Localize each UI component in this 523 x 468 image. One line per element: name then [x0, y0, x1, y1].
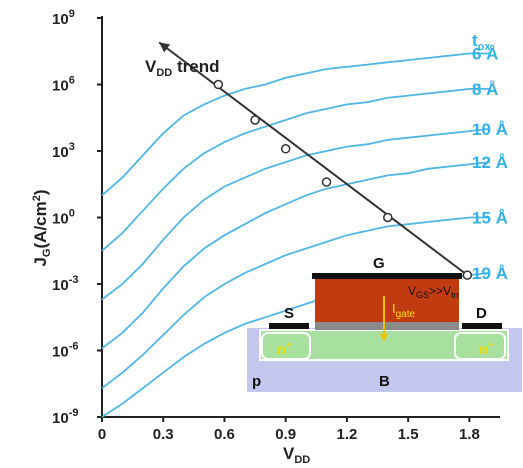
trend-line — [158, 41, 468, 276]
trend-point — [250, 115, 260, 125]
trend-point — [213, 79, 224, 90]
y-axis-title: JG(A/cm2) — [31, 189, 53, 266]
series-line — [101, 216, 490, 389]
vdd-trend: VDD trend — [145, 41, 473, 280]
x-axis-title: VDD — [283, 444, 310, 466]
trend-point — [382, 212, 393, 223]
series-label: 15 Å — [472, 209, 508, 228]
series-line — [101, 127, 490, 301]
drain-doping-label: n+ — [479, 340, 494, 358]
y-tick-label: 100 — [52, 208, 75, 228]
gate-oxide — [315, 321, 459, 330]
gate-current-arrowhead — [380, 334, 388, 342]
substrate-label: p — [252, 373, 261, 390]
series-label: 19 Å — [472, 264, 508, 283]
y-tick-label: 10-6 — [52, 341, 78, 361]
x-tick-label: 1.2 — [336, 426, 357, 443]
x-tick-label: 0.6 — [214, 426, 235, 443]
drain-diffusion — [454, 332, 506, 360]
x-tick-label: 0.9 — [275, 426, 296, 443]
drain-label: D — [476, 305, 487, 322]
x-tick-group: 0 0.3 0.6 0.9 1.2 1.5 1.8 — [98, 417, 480, 443]
bias-condition-label: VGS>>Vtn — [408, 284, 459, 300]
series-line — [101, 161, 490, 350]
series-line — [101, 88, 490, 252]
series-label: 8 Å — [472, 80, 498, 99]
trend-point — [462, 270, 473, 280]
gate-label: G — [373, 255, 385, 272]
trend-label: VDD trend — [145, 57, 219, 79]
series-labels: 6 Å 8 Å 10 Å 12 Å 15 Å 19 Å — [472, 44, 508, 282]
x-tick-label: 0 — [98, 426, 106, 443]
source-label: S — [284, 305, 294, 322]
gate-electrode — [315, 279, 459, 322]
source-diffusion — [261, 332, 311, 360]
gate-contact — [312, 273, 462, 279]
y-tick-group: 109 106 103 100 10-3 10-6 10-9 — [52, 8, 102, 427]
x-tick-label: 1.5 — [398, 426, 419, 443]
x-tick-label: 0.3 — [153, 426, 174, 443]
series-label: 6 Å — [472, 44, 498, 63]
y-tick-label: 106 — [52, 75, 75, 95]
y-tick-label: 109 — [52, 8, 75, 28]
gate-current-label: Igate — [392, 301, 416, 320]
x-tick-label: 1.8 — [459, 426, 480, 443]
series-label: 12 Å — [472, 153, 508, 172]
y-tick-label: 10-9 — [52, 407, 78, 427]
trend-point — [280, 144, 291, 154]
series-label: 10 Å — [472, 120, 508, 139]
trend-arrowhead — [159, 42, 171, 53]
trend-point — [321, 177, 332, 187]
body-label: B — [379, 373, 390, 390]
mosfet-inset: Igate G VGS>>Vtn S D n+ n+ p B — [247, 255, 522, 392]
source-doping-label: n+ — [277, 340, 292, 358]
y-tick-label: 103 — [52, 141, 75, 161]
source-contact — [269, 323, 309, 329]
drain-contact — [462, 323, 502, 329]
series-line — [101, 52, 490, 196]
y-tick-label: 10-3 — [52, 274, 78, 294]
legend-title: tox — [472, 31, 491, 53]
